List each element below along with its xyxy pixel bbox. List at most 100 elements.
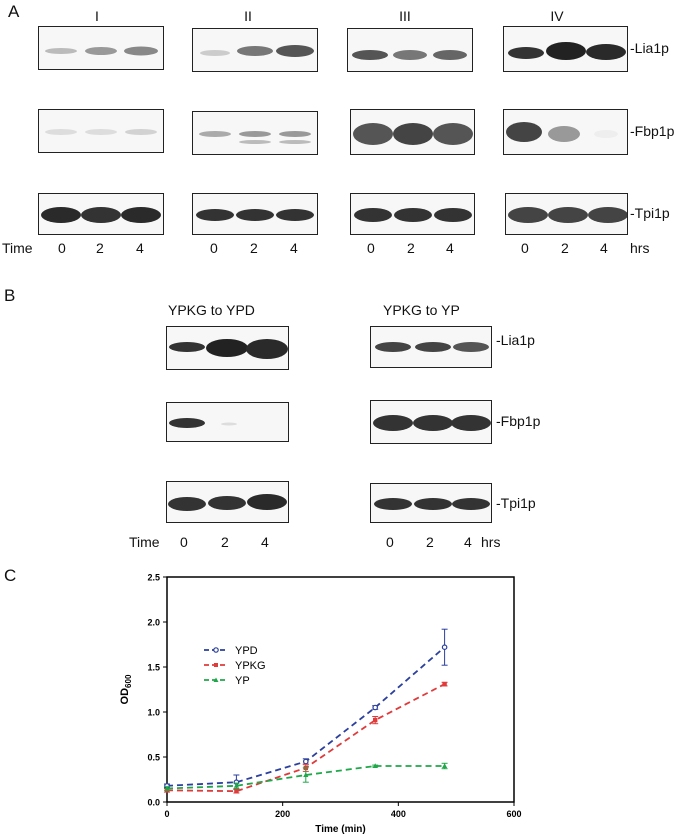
- plot-frame: [166, 576, 515, 803]
- bands: [373, 415, 491, 431]
- x-tick-label: 600: [506, 809, 521, 819]
- blot-a-i-lia1p: [38, 26, 164, 70]
- x-axis-label: Time (min): [315, 824, 365, 835]
- group-label-i: I: [95, 8, 99, 24]
- data-point: [303, 772, 309, 777]
- bands: [353, 123, 473, 145]
- bands: [352, 50, 467, 60]
- blot-a-ii-tpi1p: [192, 193, 318, 235]
- time-a-iii-0: 0: [367, 240, 375, 256]
- chart-legend: YPD YPKG YP: [204, 645, 266, 687]
- data-point: [372, 763, 378, 768]
- group-label-ii: II: [244, 8, 252, 24]
- bands: [506, 122, 618, 142]
- time-a-iv-0: 0: [521, 240, 529, 256]
- time-a-ii-4: 4: [290, 240, 298, 256]
- legend-item-ypkg: YPKG: [204, 660, 266, 672]
- y-tick-label: 1.5: [147, 663, 160, 673]
- legend-label: YPD: [235, 645, 258, 657]
- protein-label-a-lia1p: -Lia1p: [630, 40, 669, 56]
- time-b-ypd-0: 0: [180, 534, 188, 550]
- blot-a-iii-tpi1p: [350, 193, 475, 235]
- time-unit-a: hrs: [630, 240, 650, 256]
- time-unit-b: hrs: [481, 534, 501, 550]
- y-tick-label: 0.0: [147, 798, 160, 808]
- blot-a-iii-fbp1p: [350, 109, 475, 155]
- data-point: [303, 758, 309, 765]
- time-a-iii-4: 4: [446, 240, 454, 256]
- y-axis-label-sub: 600: [124, 674, 133, 688]
- bands: [375, 342, 489, 352]
- bands: [169, 418, 237, 428]
- data-point: [164, 785, 170, 791]
- bands: [45, 129, 157, 135]
- blot-b-yp-tpi1p: [370, 483, 492, 523]
- y-axis-label-main: OD: [119, 688, 131, 705]
- bands: [196, 209, 314, 221]
- bands: [200, 45, 314, 57]
- time-a-iv-4: 4: [600, 240, 608, 256]
- time-a-ii-0: 0: [210, 240, 218, 256]
- data-point: [372, 704, 379, 711]
- bands: [199, 131, 311, 144]
- protein-label-b-tpi1p: -Tpi1p: [496, 495, 536, 511]
- protein-label-b-lia1p: -Lia1p: [496, 332, 535, 348]
- blot-a-ii-fbp1p: [192, 111, 318, 155]
- condition-label-yp: YPKG to YP: [383, 302, 460, 318]
- legend-item-yp: YP: [204, 675, 250, 687]
- blot-a-iii-lia1p: [347, 28, 473, 72]
- time-a-i-2: 2: [96, 240, 104, 256]
- y-tick-label: 1.0: [147, 708, 160, 718]
- time-a-i-4: 4: [136, 240, 144, 256]
- protein-label-a-tpi1p: -Tpi1p: [630, 205, 670, 221]
- bands: [169, 339, 288, 359]
- legend-marker: [213, 647, 219, 653]
- blot-b-ypd-tpi1p: [166, 481, 289, 523]
- legend-label: YPKG: [235, 660, 266, 672]
- blot-a-i-tpi1p: [38, 193, 164, 235]
- bands: [508, 207, 627, 223]
- y-tick-label: 2.5: [147, 573, 160, 583]
- time-b-yp-2: 2: [426, 534, 434, 550]
- data-point: [373, 717, 378, 723]
- blot-a-iv-lia1p: [503, 26, 628, 72]
- blot-a-iv-fbp1p: [503, 109, 628, 155]
- group-label-iv: IV: [550, 8, 564, 24]
- blot-a-i-fbp1p: [38, 109, 164, 153]
- y-tick-label: 0.5: [147, 753, 160, 763]
- panel-b-letter: B: [4, 286, 16, 305]
- x-tick-label: 0: [164, 809, 169, 819]
- bands: [508, 42, 626, 60]
- data-point: [441, 644, 448, 651]
- panel-a-letter: A: [8, 2, 20, 21]
- legend-marker: [214, 663, 218, 667]
- x-tick-label: 400: [391, 809, 406, 819]
- series-yp: [164, 762, 448, 791]
- time-b-ypd-2: 2: [221, 534, 229, 550]
- bands: [41, 207, 161, 223]
- data-point: [234, 789, 239, 794]
- data-point: [442, 763, 448, 768]
- bands: [374, 498, 490, 510]
- time-a-i-0: 0: [58, 240, 66, 256]
- chart-series: [164, 628, 448, 794]
- time-label-b: Time: [129, 534, 160, 550]
- group-label-iii: III: [399, 8, 411, 24]
- blot-b-ypd-lia1p: [166, 326, 289, 370]
- blot-b-yp-lia1p: [370, 326, 492, 368]
- data-point: [233, 783, 239, 788]
- data-point: [442, 681, 447, 687]
- protein-label-a-fbp1p: -Fbp1p: [630, 123, 675, 139]
- blot-b-ypd-fbp1p: [166, 402, 289, 442]
- time-b-yp-0: 0: [386, 534, 394, 550]
- bands: [354, 208, 472, 222]
- legend-item-ypd: YPD: [204, 645, 258, 657]
- bands: [45, 46, 158, 56]
- growth-chart: 0.0 0.5 1.0 1.5 2.0 2.5 0 200 400 600 YPD YPKG YP T…: [119, 573, 522, 836]
- condition-label-ypd: YPKG to YPD: [168, 302, 255, 318]
- chart-axes: 0.0 0.5 1.0 1.5 2.0 2.5 0 200 400 600: [147, 573, 521, 820]
- legend-marker: [213, 677, 219, 682]
- time-b-ypd-4: 4: [261, 534, 269, 550]
- y-tick-label: 2.0: [147, 618, 160, 628]
- x-tick-label: 200: [275, 809, 290, 819]
